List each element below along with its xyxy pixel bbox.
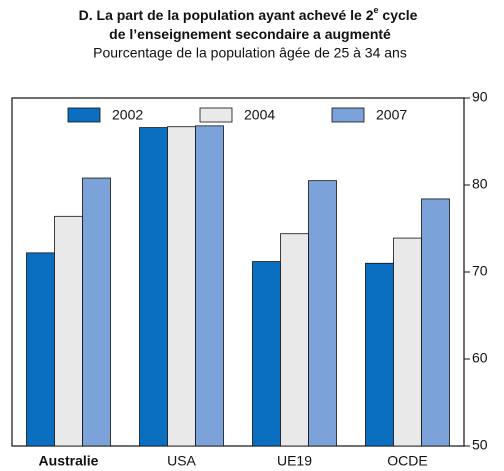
bar <box>365 262 394 447</box>
bar <box>54 215 83 447</box>
x-tick-label: USA <box>167 453 196 469</box>
bar <box>308 180 337 447</box>
y-tick-label: 50 <box>472 437 488 453</box>
title-part: D. La part de la population ayant achevé… <box>79 7 374 23</box>
x-tick-label: OCDE <box>387 453 427 469</box>
title-part: cycle <box>379 7 418 23</box>
legend-swatch <box>67 107 101 123</box>
bar <box>393 237 422 447</box>
bar <box>252 261 281 447</box>
chart-title: D. La part de la population ayant achevé… <box>79 5 422 41</box>
y-tick-label: 80 <box>472 176 488 192</box>
chart-subtitle: Pourcentage de la population âgée de 25 … <box>93 45 407 61</box>
legend-label: 2007 <box>376 107 407 123</box>
title-sup: e <box>374 5 379 15</box>
legend-label: 2002 <box>112 107 143 123</box>
bar <box>167 126 196 447</box>
bar <box>280 233 309 447</box>
bar <box>82 177 111 447</box>
bar <box>421 198 450 447</box>
y-tick-label: 70 <box>472 263 488 279</box>
legend-swatch <box>199 107 233 123</box>
bar <box>139 127 168 447</box>
legend-swatch <box>331 107 365 123</box>
x-tick-label: UE19 <box>277 453 312 469</box>
y-tick-label: 90 <box>472 89 488 105</box>
legend-label: 2004 <box>244 107 275 123</box>
x-tick-label: Australie <box>39 453 99 469</box>
y-tick-label: 60 <box>472 350 488 366</box>
bar <box>195 125 224 447</box>
title-line: de l’enseignement secondaire a augmenté <box>109 26 391 42</box>
bar <box>26 252 55 447</box>
